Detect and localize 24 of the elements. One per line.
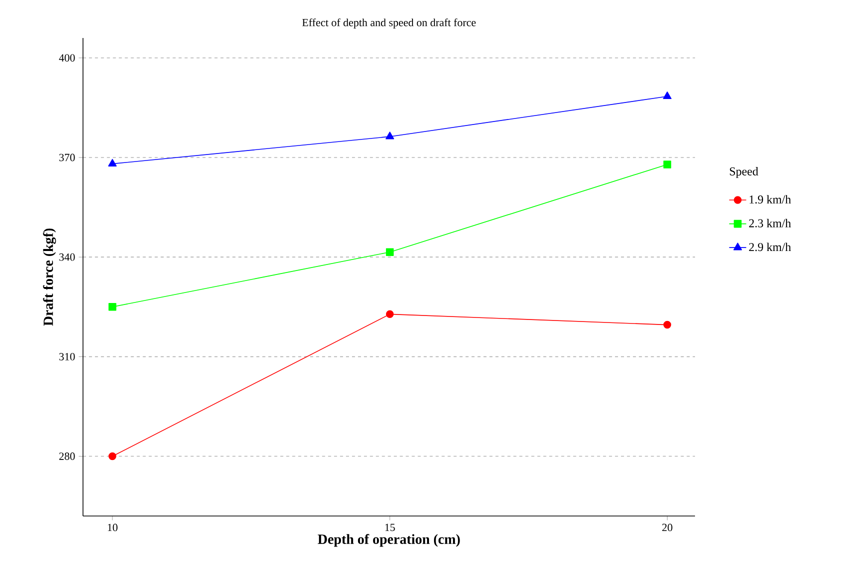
- point: [386, 248, 394, 256]
- point: [108, 452, 116, 460]
- y-tick-label: 370: [59, 154, 75, 162]
- point: [386, 132, 394, 140]
- y-axis-title: Draft force (kgf): [43, 228, 56, 326]
- point: [663, 320, 672, 329]
- y-tick-label: 400: [59, 54, 75, 62]
- x-tick-label: 10: [108, 524, 118, 532]
- legend-label: 2.3 km/h: [749, 218, 791, 228]
- point: [386, 310, 394, 318]
- legend-label: 2.9 km/h: [749, 242, 791, 252]
- point: [108, 158, 117, 166]
- y-tick-label: 280: [59, 452, 75, 460]
- x-tick-label: 20: [662, 524, 672, 532]
- point: [108, 302, 116, 311]
- chart-title: Effect of depth and speed on draft force: [302, 18, 476, 28]
- x-axis-title: Depth of operation (cm): [318, 534, 460, 547]
- point: [662, 92, 672, 100]
- y-tick-label: 340: [59, 253, 75, 261]
- legend-title: Speed: [730, 167, 758, 178]
- point: [663, 160, 672, 168]
- legend-label: 1.9 km/h: [750, 195, 791, 204]
- y-tick-label: 310: [59, 352, 75, 360]
- x-tick-label: 15: [385, 524, 395, 532]
